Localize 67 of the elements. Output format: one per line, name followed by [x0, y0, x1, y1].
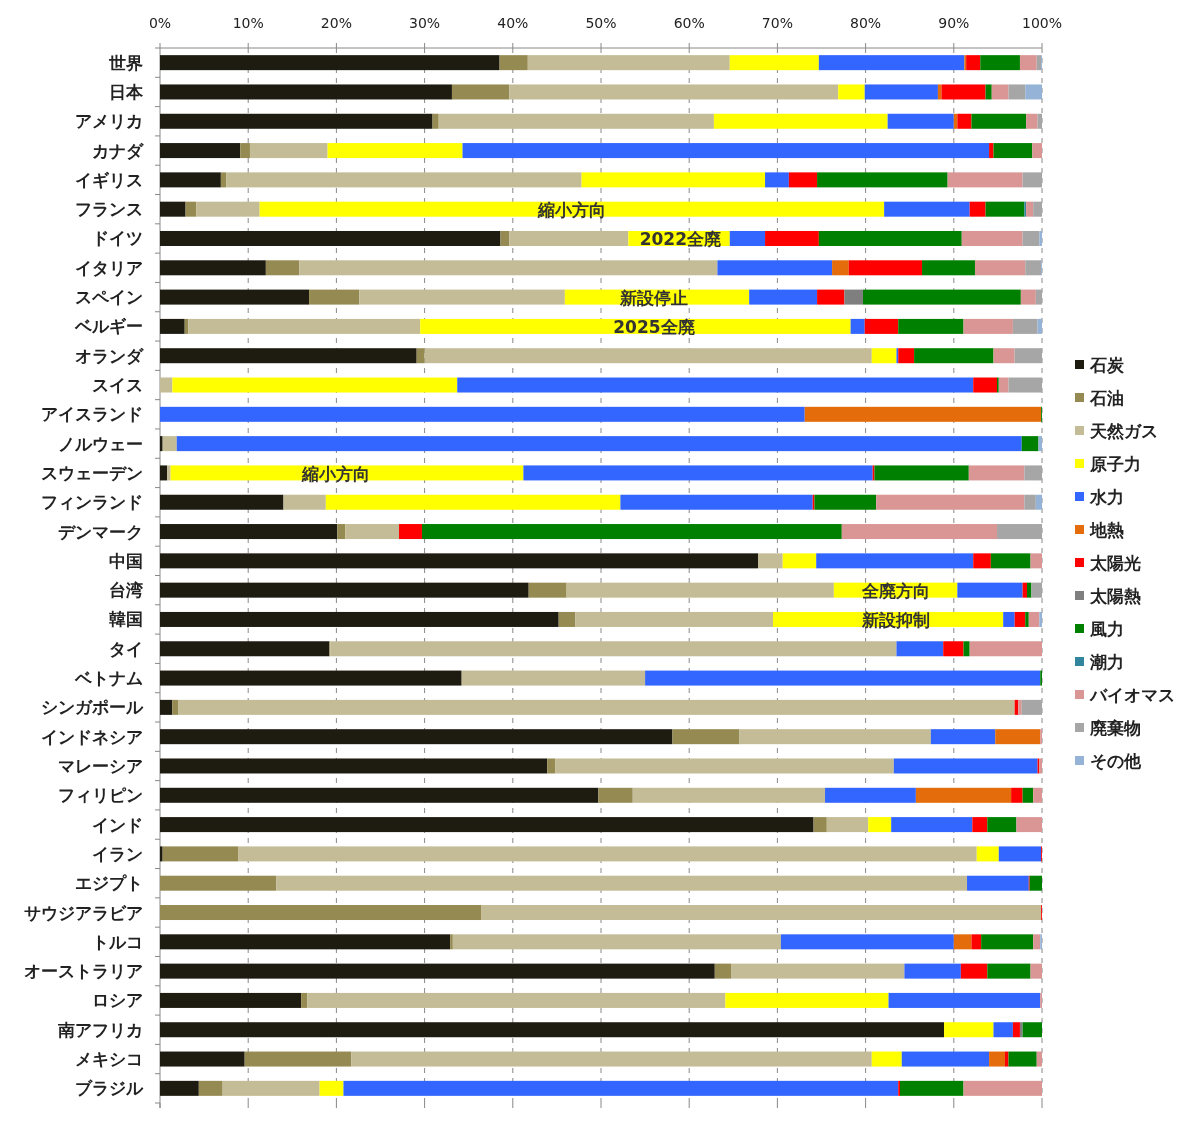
x-tick-label: 50%	[585, 15, 617, 31]
y-tick-label: オランダ	[75, 345, 144, 366]
y-tick-label: アイスランド	[41, 404, 143, 425]
legend-label: 太陽熱	[1089, 586, 1141, 606]
x-tick-label: 40%	[497, 15, 529, 31]
x-tick-label: 100%	[1021, 15, 1063, 31]
legend-label: 原子力	[1089, 454, 1141, 474]
y-tick-label: 台湾	[109, 580, 143, 601]
y-tick-label: 中国	[109, 550, 143, 571]
y-tick-label: イギリス	[75, 169, 143, 190]
legend-label: 石炭	[1089, 355, 1125, 375]
y-tick-label: スウェーデン	[41, 462, 143, 483]
annotation: 新設停止	[618, 288, 688, 309]
y-tick-label: ドイツ	[92, 228, 143, 249]
y-tick-label: タイ	[109, 638, 143, 659]
legend-label: 太陽光	[1089, 553, 1141, 573]
y-tick-label: エジプト	[75, 873, 143, 894]
y-tick-label: インドネシア	[41, 726, 143, 747]
y-tick-label: デンマーク	[58, 521, 143, 542]
legend-label: 天然ガス	[1089, 421, 1158, 441]
y-tick-label: トルコ	[92, 931, 143, 952]
y-tick-label: ベトナム	[74, 668, 143, 689]
y-tick-label: フランス	[75, 199, 143, 220]
y-tick-label: スペイン	[75, 287, 143, 308]
x-tick-label: 60%	[673, 15, 705, 31]
legend-label: 地熱	[1089, 520, 1124, 540]
y-tick-label: メキシコ	[75, 1049, 143, 1070]
legend-label: 石油	[1089, 388, 1124, 408]
y-tick-label: シンガポール	[41, 697, 144, 718]
x-tick-label: 90%	[938, 15, 970, 31]
y-tick-label: イタリア	[75, 257, 143, 278]
annotation: 新設抑制	[861, 610, 931, 631]
y-tick-label: ノルウェー	[58, 433, 143, 454]
x-tick-label: 10%	[232, 15, 264, 31]
legend-label: 廃棄物	[1089, 718, 1141, 738]
y-tick-label: マレーシア	[58, 755, 143, 776]
legend-label: 潮力	[1089, 652, 1124, 672]
annotation: 縮小方向	[301, 463, 371, 484]
x-tick-label: 0%	[148, 15, 172, 31]
y-tick-label: 日本	[109, 81, 144, 102]
annotation: 2022全廃	[639, 229, 722, 250]
y-tick-label: ブラジル	[75, 1078, 144, 1099]
legend-label: バイオマス	[1089, 685, 1175, 705]
y-tick-label: フィリピン	[58, 785, 143, 806]
x-tick-label: 30%	[409, 15, 441, 31]
y-tick-label: オーストラリア	[24, 961, 143, 982]
annotation: 2025全廃	[613, 317, 695, 338]
annotation: 縮小方向	[536, 200, 606, 221]
y-tick-label: フィンランド	[41, 492, 143, 513]
y-tick-label: イラン	[92, 843, 143, 864]
y-tick-label: アメリカ	[75, 111, 143, 132]
y-tick-label: ロシア	[92, 990, 143, 1011]
y-tick-label: スイス	[92, 375, 143, 396]
y-tick-label: サウジアラビア	[24, 902, 143, 923]
x-tick-label: 20%	[320, 15, 352, 31]
y-tick-label: カナダ	[92, 140, 144, 161]
y-tick-label: 南アフリカ	[57, 1019, 143, 1040]
y-tick-label: 韓国	[109, 609, 143, 630]
legend-label: 水力	[1089, 487, 1124, 507]
legend-label: その他	[1090, 751, 1142, 771]
x-tick-label: 80%	[850, 15, 882, 31]
annotation: 全廃方向	[861, 581, 931, 602]
x-tick-label: 70%	[761, 15, 793, 31]
y-tick-label: ベルギー	[74, 316, 143, 337]
legend-label: 風力	[1089, 619, 1124, 639]
y-tick-label: インド	[92, 814, 143, 835]
y-tick-label: 世界	[108, 52, 143, 73]
